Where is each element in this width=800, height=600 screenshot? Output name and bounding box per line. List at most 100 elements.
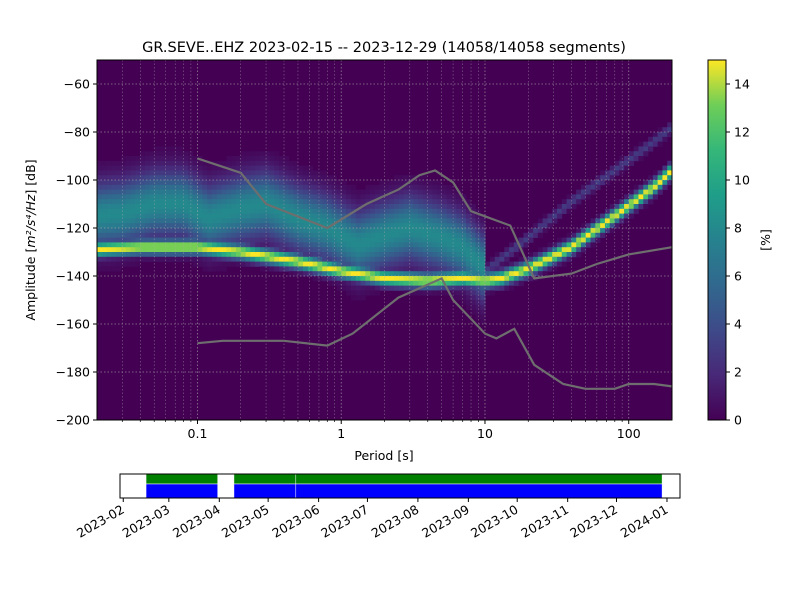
density-cell [164, 156, 170, 162]
density-cell [374, 213, 381, 219]
density-cell [159, 170, 165, 176]
density-cell [408, 194, 414, 200]
density-cell [197, 180, 203, 186]
density-cell [327, 213, 333, 219]
density-cell [379, 213, 385, 219]
density-cell [140, 180, 146, 186]
density-cell [154, 242, 160, 248]
density-cell [207, 223, 213, 229]
density-cell [188, 189, 194, 195]
density-cell [135, 175, 141, 181]
density-cell [240, 242, 246, 248]
density-cell [202, 237, 208, 243]
density-cell [216, 208, 222, 214]
density-cell [125, 156, 131, 162]
density-cell [288, 160, 294, 166]
density-cell [188, 204, 194, 210]
density-cell [552, 247, 558, 253]
density-cell [557, 204, 563, 210]
density-cell [470, 295, 476, 301]
density-cell [317, 247, 323, 253]
density-cell [595, 184, 601, 190]
density-cell [475, 314, 481, 320]
density-cell [216, 237, 222, 243]
density-cell [212, 208, 218, 214]
density-cell [312, 180, 318, 186]
density-cell [437, 252, 443, 258]
density-cell [154, 199, 160, 205]
density-cell [207, 204, 213, 210]
density-cell [221, 199, 227, 205]
density-cell [350, 189, 357, 195]
density-cell [633, 199, 639, 205]
density-cell [485, 261, 491, 267]
density-cell [346, 276, 352, 282]
density-cell [418, 189, 424, 195]
density-cell [384, 237, 390, 243]
density-cell [542, 256, 548, 262]
density-cell [226, 223, 232, 229]
density-cell [331, 237, 337, 243]
density-cell [274, 180, 280, 186]
density-cell [274, 256, 280, 262]
density-cell [662, 165, 668, 171]
density-cell [331, 228, 337, 234]
density-cell [307, 266, 314, 272]
density-cell [164, 247, 170, 253]
density-cell [403, 208, 409, 214]
density-cell [130, 156, 136, 162]
colorbar-tick-label: 0 [734, 413, 742, 428]
density-cell [360, 261, 366, 267]
density-cell [571, 247, 577, 253]
density-cell [116, 232, 122, 238]
density-cell [365, 261, 371, 267]
density-cell [322, 194, 328, 200]
density-cell [355, 280, 361, 286]
density-cell [130, 247, 136, 253]
density-cell [585, 228, 591, 234]
density-cell [178, 156, 184, 162]
density-cell [475, 213, 481, 219]
density-cell [144, 160, 151, 166]
density-cell [288, 180, 294, 186]
density-cell [427, 199, 433, 205]
density-cell [312, 223, 318, 229]
density-cell [264, 208, 270, 214]
density-cell [183, 165, 189, 171]
density-cell [188, 232, 194, 238]
density-cell [456, 252, 462, 258]
density-cell [279, 165, 285, 171]
density-cell [403, 256, 409, 262]
density-cell [494, 276, 500, 282]
density-cell [403, 228, 409, 234]
density-cell [140, 151, 146, 157]
density-cell [120, 194, 127, 200]
density-cell [341, 204, 347, 210]
density-cell [221, 237, 227, 243]
density-cell [159, 232, 165, 238]
density-cell [552, 213, 558, 219]
density-cell [130, 175, 136, 181]
density-cell [370, 247, 376, 253]
density-cell [432, 232, 438, 238]
density-cell [274, 189, 280, 195]
density-cell [374, 271, 381, 277]
density-cell [235, 247, 242, 253]
density-cell [168, 247, 175, 253]
density-cell [240, 252, 246, 258]
density-cell [173, 156, 179, 162]
density-cell [451, 204, 457, 210]
density-cell [322, 228, 328, 234]
density-cell [159, 151, 165, 157]
density-cell [264, 266, 270, 272]
density-cell [101, 237, 107, 243]
density-cell [298, 204, 304, 210]
density-cell [250, 228, 256, 234]
density-cell [489, 290, 496, 296]
density-cell [293, 247, 299, 253]
density-cell [288, 165, 294, 171]
density-cell [384, 213, 390, 219]
density-cell [207, 218, 213, 224]
density-cell [485, 290, 491, 296]
density-cell [566, 204, 572, 210]
